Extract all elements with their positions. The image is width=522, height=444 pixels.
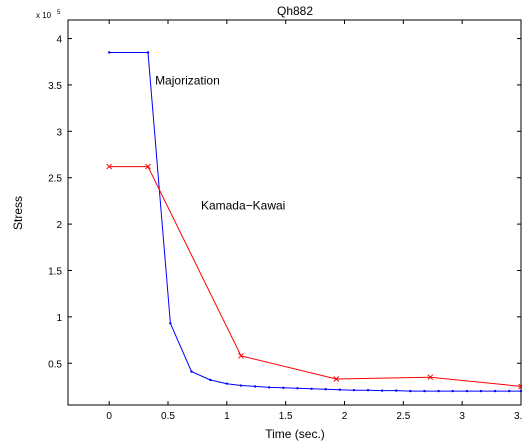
series-layer: Majorization Kamada−Kawai — [106, 51, 522, 393]
data-point — [209, 378, 212, 382]
y-tick-label: 0.5 — [48, 359, 62, 370]
y-tick-label: 1 — [56, 313, 62, 324]
y-tick-label: 2.5 — [48, 174, 62, 185]
data-point — [225, 382, 229, 385]
data-point — [239, 384, 243, 387]
data-point — [508, 389, 511, 393]
series-line-1 — [109, 166, 522, 387]
data-point — [366, 388, 370, 392]
x-tick-label: 0.5 — [161, 411, 175, 422]
series-label-0: Majorization — [155, 73, 220, 87]
data-point — [253, 385, 257, 388]
data-point — [395, 389, 398, 392]
data-point — [518, 383, 522, 390]
data-point — [324, 388, 327, 391]
y-tick-label: 2 — [56, 220, 62, 231]
data-point — [519, 389, 522, 393]
plot-area — [67, 19, 522, 406]
data-point — [238, 352, 244, 359]
axis-ticks: 0 0.5 1 1.5 2 2.5 3 3.5 0.5 1 1.5 2 2.5 3 3.5 4 — [48, 20, 522, 422]
data-point — [169, 322, 172, 325]
series-label-1: Kamada−Kawai — [201, 199, 285, 213]
data-point — [380, 389, 384, 392]
y-axis-label: Stress — [11, 196, 25, 230]
data-point — [451, 389, 454, 393]
chart-title: Qh882 — [277, 4, 313, 18]
data-point — [427, 374, 434, 381]
y-tick-label: 4 — [56, 35, 62, 46]
data-point — [145, 163, 151, 170]
data-point — [409, 389, 412, 393]
x-tick-label: 3.5 — [514, 411, 522, 422]
data-point — [352, 388, 356, 392]
data-point — [437, 389, 440, 393]
x-tick-label: 0 — [106, 411, 112, 422]
y-multiplier-label: x 10 — [36, 11, 52, 20]
y-multiplier-exponent: 5 — [57, 10, 61, 16]
data-point — [338, 388, 341, 391]
x-tick-label: 2 — [342, 411, 348, 422]
x-tick-label: 1.5 — [279, 411, 293, 422]
data-point — [310, 387, 313, 390]
data-point — [107, 51, 111, 54]
data-point — [479, 389, 483, 393]
data-point — [282, 386, 285, 390]
data-point — [106, 163, 113, 170]
data-point — [268, 386, 271, 389]
y-tick-label: 1.5 — [48, 266, 62, 277]
x-tick-label: 3 — [459, 411, 465, 422]
data-point — [190, 370, 193, 373]
y-tick-label: 3 — [56, 127, 62, 138]
data-point — [493, 389, 497, 393]
data-point — [423, 389, 426, 393]
x-tick-label: 2.5 — [396, 411, 410, 422]
y-tick-label: 3.5 — [48, 81, 62, 92]
data-point — [465, 389, 469, 393]
x-tick-label: 1 — [224, 411, 230, 422]
x-axis-label: Time (sec.) — [265, 427, 325, 441]
data-point — [333, 376, 340, 382]
data-point — [296, 387, 299, 390]
data-point — [146, 51, 150, 54]
